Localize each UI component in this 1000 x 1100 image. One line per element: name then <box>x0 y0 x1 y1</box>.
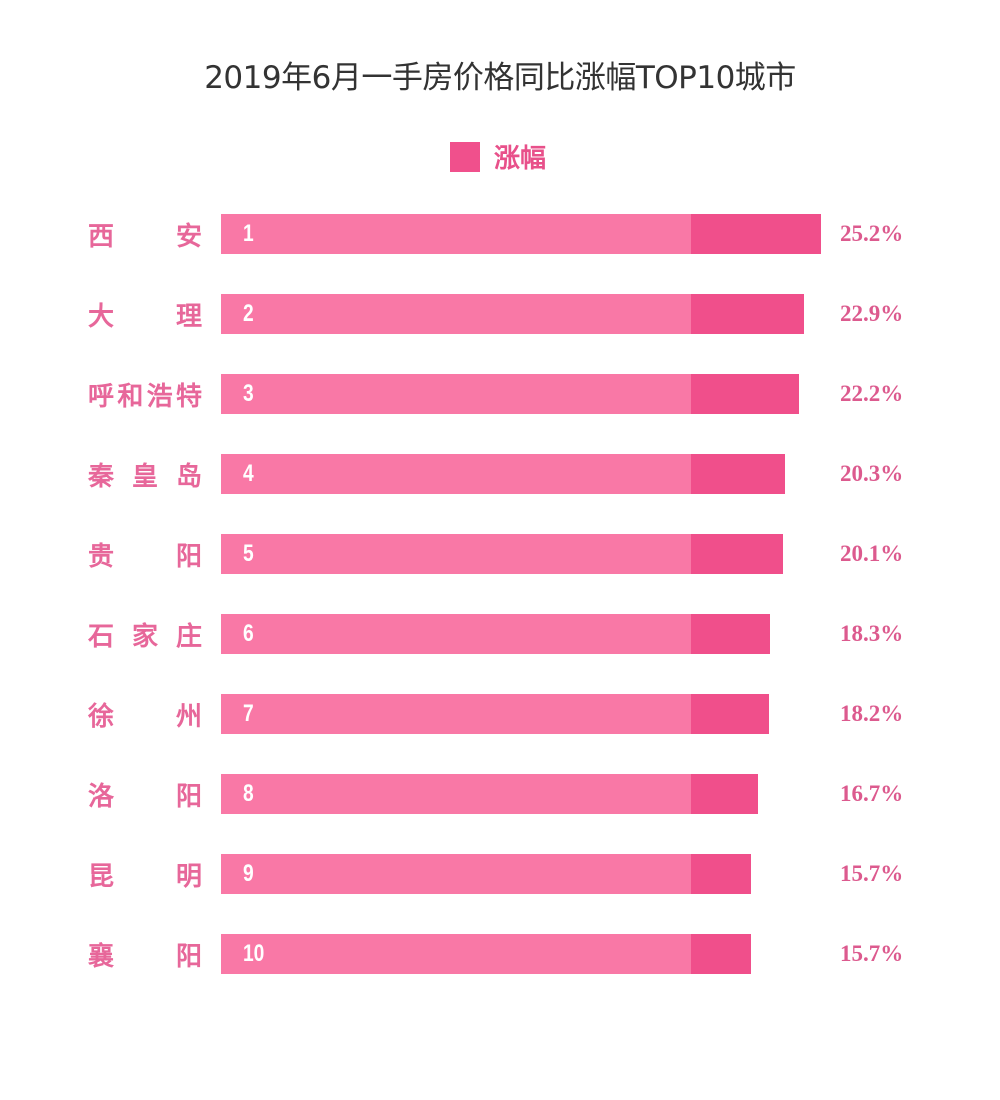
bar <box>221 774 759 814</box>
bar-row: 大理 2 22.9% <box>0 294 1000 334</box>
rank-label: 5 <box>243 540 254 567</box>
category-label: 贵阳 <box>88 541 202 572</box>
bar-row: 襄阳 10 15.7% <box>0 934 1000 974</box>
category-label: 西安 <box>88 221 202 252</box>
bar-highlight <box>691 294 805 334</box>
bar <box>221 454 785 494</box>
bar-highlight <box>691 854 751 894</box>
rank-label: 10 <box>243 940 265 967</box>
rank-label: 7 <box>243 700 254 727</box>
rank-label: 3 <box>243 380 254 407</box>
data-label: 20.1% <box>840 541 904 566</box>
bar <box>221 694 770 734</box>
bar <box>221 854 751 894</box>
category-label: 呼和浩特 <box>88 381 202 412</box>
bar-highlight <box>691 214 822 254</box>
bar-highlight <box>691 934 751 974</box>
category-label: 秦皇岛 <box>88 461 202 492</box>
rank-label: 8 <box>243 780 254 807</box>
category-label: 洛阳 <box>88 781 202 812</box>
bar-row: 呼和浩特 3 22.2% <box>0 374 1000 414</box>
category-label: 襄阳 <box>88 941 202 972</box>
rank-label: 1 <box>243 220 254 247</box>
data-label: 18.3% <box>840 621 904 646</box>
data-label: 25.2% <box>840 221 904 246</box>
bar-row: 石家庄 6 18.3% <box>0 614 1000 654</box>
rank-label: 4 <box>243 460 254 487</box>
rank-label: 6 <box>243 620 254 647</box>
bar-row: 洛阳 8 16.7% <box>0 774 1000 814</box>
data-label: 20.3% <box>840 461 904 486</box>
legend-label: 涨幅 <box>494 144 547 174</box>
bar <box>221 934 751 974</box>
bar-highlight <box>691 774 759 814</box>
data-label: 22.9% <box>840 301 904 326</box>
bar <box>221 614 771 654</box>
bar-highlight <box>691 694 770 734</box>
bar-row: 徐州 7 18.2% <box>0 694 1000 734</box>
legend-swatch <box>450 141 480 172</box>
data-label: 18.2% <box>840 701 904 726</box>
rank-label: 2 <box>243 300 254 327</box>
bar-highlight <box>691 454 785 494</box>
bar-highlight <box>691 534 784 574</box>
data-label: 16.7% <box>840 781 904 806</box>
bar-highlight <box>691 614 771 654</box>
category-label: 昆明 <box>88 861 202 892</box>
bar-row: 昆明 9 15.7% <box>0 854 1000 894</box>
chart-title: 2019年6月一手房价格同比涨幅TOP10城市 <box>204 60 796 96</box>
data-label: 15.7% <box>840 861 904 886</box>
category-label: 石家庄 <box>88 621 202 652</box>
bar-row: 贵阳 5 20.1% <box>0 534 1000 574</box>
legend: 涨幅 <box>450 138 546 175</box>
category-label: 徐州 <box>88 701 202 732</box>
bar <box>221 534 784 574</box>
data-label: 22.2% <box>840 381 904 406</box>
bar-row: 秦皇岛 4 20.3% <box>0 454 1000 494</box>
rank-label: 9 <box>243 860 254 887</box>
category-label: 大理 <box>88 301 202 332</box>
bar-row: 西安 1 25.2% <box>0 214 1000 254</box>
data-label: 15.7% <box>840 941 904 966</box>
bar-highlight <box>691 374 799 414</box>
